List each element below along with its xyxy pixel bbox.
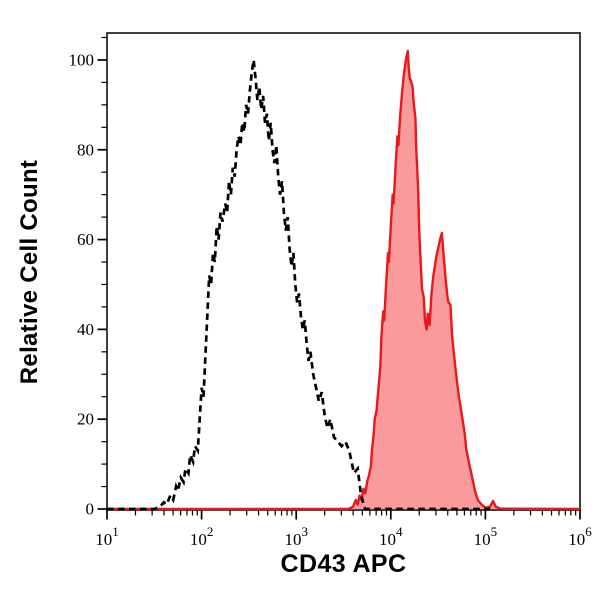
x-tick-label: 103 xyxy=(284,524,308,549)
y-tick-label: 40 xyxy=(77,320,94,339)
control-histogram-curve xyxy=(107,59,491,511)
x-tick-label: 106 xyxy=(568,524,592,549)
x-tick-label: 105 xyxy=(474,524,498,549)
y-tick-label: 60 xyxy=(77,230,94,249)
x-tick-label: 104 xyxy=(379,524,403,549)
y-tick-label: 80 xyxy=(77,140,94,159)
x-axis-title: CD43 APC xyxy=(280,550,407,578)
x-tick-label: 101 xyxy=(95,524,119,549)
y-tick-label: 100 xyxy=(69,50,95,69)
x-tick-label: 102 xyxy=(190,524,214,549)
stained-histogram-fill xyxy=(107,51,580,509)
y-tick-label: 0 xyxy=(86,500,95,519)
plot-frame xyxy=(106,32,581,511)
y-tick-label: 20 xyxy=(77,410,94,429)
stained-histogram-curve xyxy=(107,49,581,511)
